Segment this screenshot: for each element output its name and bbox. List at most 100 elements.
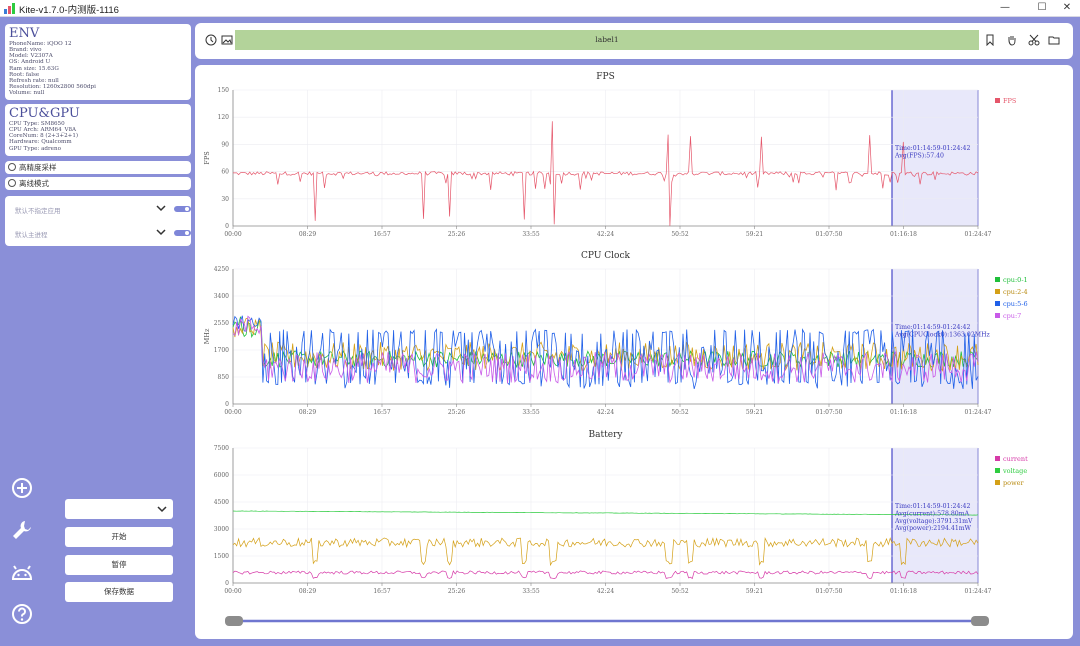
device-select[interactable]: [65, 499, 173, 519]
high-precision-option[interactable]: 高精度采样: [5, 161, 191, 174]
selection-annotation: Avg(voltage):3791.31mV: [894, 518, 973, 525]
x-tick-label: 01:07:50: [816, 409, 843, 416]
image-icon[interactable]: [221, 34, 233, 46]
selection-annotation: Time:01:14:59-01:24:42: [895, 324, 970, 331]
x-tick-label: 50:52: [671, 231, 688, 238]
app-select-toggle[interactable]: [174, 206, 191, 212]
y-tick-label: 0: [225, 580, 229, 587]
add-icon[interactable]: [10, 476, 34, 500]
wrench-icon[interactable]: [10, 518, 34, 542]
legend-label: cpu:7: [1003, 312, 1021, 320]
y-tick-label: 3000: [214, 526, 229, 533]
close-button[interactable]: ✕: [1062, 2, 1072, 13]
start-button[interactable]: 开始: [65, 527, 173, 547]
x-tick-label: 59:21: [746, 409, 763, 416]
series-line-FPS: [233, 121, 979, 226]
chevron-down-icon[interactable]: [156, 227, 166, 237]
android-icon[interactable]: [10, 561, 34, 585]
info-line: Resolution: 1260x2800 560dpi: [9, 84, 96, 91]
x-tick-label: 16:57: [373, 588, 390, 595]
x-tick-label: 25:26: [448, 231, 465, 238]
cpu-gpu-panel: CPU&GPU CPU Type: SM8650 CPU Arch: ARM64_…: [5, 104, 191, 156]
x-tick-label: 01:24:47: [965, 409, 992, 416]
legend-swatch: [995, 98, 1000, 103]
y-tick-label: 30: [221, 196, 229, 203]
selection-region[interactable]: [892, 448, 978, 583]
clock-icon[interactable]: [205, 34, 217, 46]
title-bar: Kite-v1.7.0-内测版-1116 — ☐ ✕: [0, 0, 1080, 17]
y-tick-label: 850: [218, 374, 230, 381]
x-tick-label: 50:52: [671, 588, 688, 595]
folder-icon[interactable]: [1048, 34, 1060, 46]
chart-title: CPU Clock: [581, 251, 630, 261]
selection-annotation: Avg(CPUClock0):1363.02MHz: [894, 331, 990, 338]
legend-swatch: [995, 468, 1000, 473]
env-panel: ENV PhoneName: iQOO 12 Brand: vivo Model: …: [5, 24, 191, 100]
chart-panel: FPS 0 30 60 90 120 150 00:00 08:29 16:57 25:26 33:5…: [195, 65, 1073, 639]
x-tick-label: 33:55: [522, 231, 539, 238]
process-select[interactable]: 默认主进程: [9, 222, 191, 244]
selection-region[interactable]: [892, 90, 978, 226]
high-precision-radio[interactable]: [8, 163, 16, 171]
x-tick-label: 16:57: [373, 409, 390, 416]
env-title: ENV: [9, 26, 40, 41]
legend-swatch: [995, 313, 1000, 318]
x-tick-label: 00:00: [224, 588, 241, 595]
info-line: CPU Type: SM8650: [9, 121, 65, 127]
offline-mode-radio[interactable]: [8, 179, 16, 187]
y-tick-label: 90: [221, 141, 229, 148]
save-data-button[interactable]: 保存数据: [65, 582, 173, 602]
high-precision-label: 高精度采样: [19, 163, 57, 172]
label-bar[interactable]: label1: [235, 30, 979, 50]
process-select-toggle[interactable]: [174, 230, 191, 236]
info-line: CoreNum: 8 (2+3+2+1): [9, 133, 79, 140]
time-range-slider[interactable]: [225, 616, 989, 626]
info-line: Ram size: 15.63G: [9, 65, 59, 72]
selection-annotation: Time:01:14:59-01:24:42: [895, 145, 970, 152]
window-title: Kite-v1.7.0-内测版-1116: [19, 5, 119, 16]
legend-swatch: [995, 301, 1000, 306]
hand-icon[interactable]: [1006, 34, 1018, 46]
app-select-placeholder: 默认不指定应用: [15, 207, 61, 215]
selection-annotation: Avg(current):578.80mA: [894, 510, 970, 517]
x-tick-label: 01:16:18: [890, 409, 917, 416]
chevron-down-icon[interactable]: [157, 504, 167, 514]
legend-label: power: [1003, 479, 1024, 487]
selection-annotation: Avg(power):2194.41mW: [894, 525, 972, 532]
legend-label: cpu:2-4: [1003, 288, 1028, 296]
pause-button[interactable]: 暂停: [65, 555, 173, 575]
x-tick-label: 00:00: [224, 231, 241, 238]
chevron-down-icon[interactable]: [156, 203, 166, 213]
x-tick-label: 01:24:47: [965, 231, 992, 238]
bookmark-icon[interactable]: [984, 34, 996, 46]
minimize-button[interactable]: —: [1000, 2, 1010, 13]
chart-1: CPU Clock 0 850 1700 2550 3400 4250 00:00 08:29 1…: [203, 251, 1028, 416]
process-select-placeholder: 默认主进程: [15, 231, 48, 239]
info-line: Volume: null: [9, 90, 45, 97]
app-select[interactable]: 默认不指定应用: [9, 198, 191, 220]
info-line: OS: Android U: [9, 59, 51, 66]
series-line-cpu:7: [232, 315, 979, 384]
maximize-button[interactable]: ☐: [1037, 2, 1047, 13]
slider-start-handle[interactable]: [225, 616, 243, 626]
y-tick-label: 0: [225, 401, 229, 408]
chart-2: Battery 0 1500 3000 4500 6000 7500 00:00 08:29 16…: [214, 430, 1028, 595]
x-tick-label: 01:07:50: [816, 588, 843, 595]
app-logo-icon: [4, 3, 15, 14]
series-line-voltage: [232, 510, 979, 516]
legend-swatch: [995, 277, 1000, 282]
x-tick-label: 01:24:47: [965, 588, 992, 595]
slider-end-handle[interactable]: [971, 616, 989, 626]
info-line: Brand: vivo: [9, 47, 42, 54]
x-tick-label: 16:57: [373, 231, 390, 238]
offline-mode-label: 离线模式: [19, 179, 49, 188]
y-tick-label: 4250: [214, 266, 229, 273]
y-axis-label: MHz: [203, 328, 211, 344]
x-tick-label: 59:21: [746, 588, 763, 595]
y-tick-label: 6000: [214, 472, 229, 479]
help-icon[interactable]: [10, 602, 34, 626]
scissors-icon[interactable]: [1028, 34, 1040, 46]
offline-mode-option[interactable]: 离线模式: [5, 177, 191, 190]
app-select-panel: 默认不指定应用 默认主进程: [5, 196, 191, 246]
y-tick-label: 2550: [214, 320, 229, 327]
